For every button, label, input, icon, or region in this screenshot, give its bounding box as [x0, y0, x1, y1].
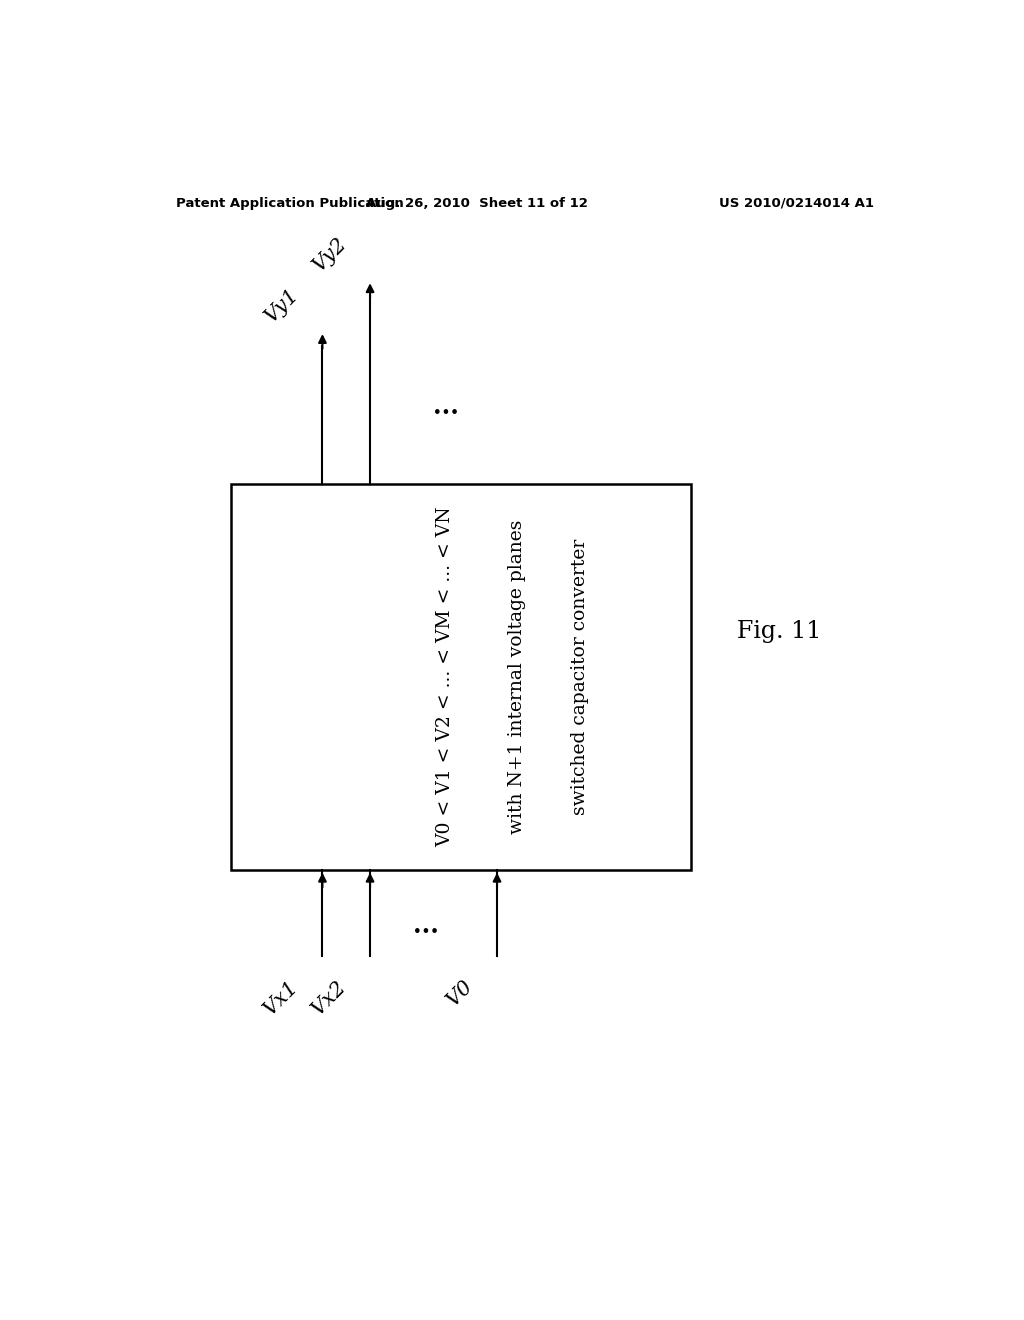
Text: Patent Application Publication: Patent Application Publication — [176, 197, 403, 210]
Text: Vy2: Vy2 — [309, 234, 350, 276]
Bar — [231, 483, 691, 870]
Text: with N+1 internal voltage planes: with N+1 internal voltage planes — [508, 520, 525, 834]
Text: ...: ... — [432, 396, 459, 420]
Text: switched capacitor converter: switched capacitor converter — [571, 539, 589, 814]
Text: Aug. 26, 2010  Sheet 11 of 12: Aug. 26, 2010 Sheet 11 of 12 — [367, 197, 588, 210]
Text: US 2010/0214014 A1: US 2010/0214014 A1 — [719, 197, 873, 210]
Text: ...: ... — [413, 913, 438, 937]
Text: Vx2: Vx2 — [308, 977, 350, 1019]
Text: V0: V0 — [443, 977, 477, 1010]
Text: Vx1: Vx1 — [261, 977, 303, 1019]
Text: Fig. 11: Fig. 11 — [736, 619, 821, 643]
Text: V0 < V1 < V2 < ... < VM < ... < VN: V0 < V1 < V2 < ... < VM < ... < VN — [436, 507, 454, 847]
Text: Vy1: Vy1 — [261, 285, 303, 326]
